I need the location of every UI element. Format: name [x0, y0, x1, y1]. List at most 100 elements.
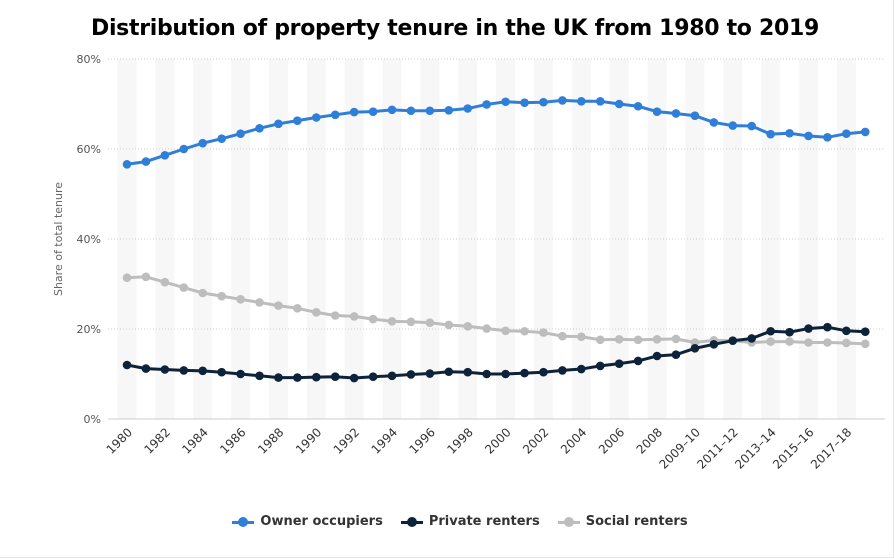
- data-point[interactable]: [274, 373, 283, 382]
- data-point[interactable]: [274, 301, 283, 310]
- data-point[interactable]: [444, 106, 454, 115]
- data-point[interactable]: [217, 134, 226, 143]
- data-point[interactable]: [709, 118, 719, 127]
- data-point[interactable]: [633, 335, 643, 345]
- data-point[interactable]: [463, 322, 473, 331]
- data-point[interactable]: [860, 127, 870, 137]
- data-point[interactable]: [236, 295, 245, 304]
- data-point[interactable]: [463, 104, 473, 113]
- data-point[interactable]: [406, 317, 416, 327]
- data-point[interactable]: [463, 367, 473, 377]
- data-point[interactable]: [406, 106, 416, 116]
- data-point[interactable]: [860, 327, 870, 337]
- data-point[interactable]: [501, 97, 510, 107]
- data-point[interactable]: [330, 372, 340, 382]
- data-point[interactable]: [558, 96, 567, 105]
- data-point[interactable]: [766, 129, 775, 139]
- data-point[interactable]: [122, 273, 132, 283]
- data-point[interactable]: [198, 288, 208, 298]
- data-point[interactable]: [633, 101, 643, 111]
- data-point[interactable]: [179, 366, 189, 375]
- data-point[interactable]: [747, 121, 756, 131]
- data-point[interactable]: [330, 110, 340, 120]
- data-point[interactable]: [558, 331, 567, 341]
- data-point[interactable]: [217, 367, 226, 377]
- data-point[interactable]: [842, 326, 851, 336]
- legend-item[interactable]: Owner occupiers: [232, 514, 383, 529]
- data-point[interactable]: [577, 364, 586, 374]
- data-point[interactable]: [577, 332, 586, 341]
- data-point[interactable]: [482, 100, 491, 109]
- data-point[interactable]: [293, 373, 302, 382]
- legend-item[interactable]: Social renters: [557, 514, 688, 529]
- data-point[interactable]: [255, 124, 264, 133]
- data-point[interactable]: [728, 121, 738, 130]
- data-point[interactable]: [236, 129, 245, 138]
- data-point[interactable]: [558, 366, 567, 375]
- data-point[interactable]: [425, 318, 435, 328]
- data-point[interactable]: [652, 335, 662, 344]
- data-point[interactable]: [785, 337, 794, 346]
- data-point[interactable]: [425, 106, 435, 116]
- data-point[interactable]: [122, 160, 132, 169]
- data-point[interactable]: [709, 340, 719, 349]
- data-point[interactable]: [444, 320, 454, 330]
- data-point[interactable]: [406, 370, 416, 379]
- data-point[interactable]: [274, 119, 283, 129]
- data-point[interactable]: [501, 326, 510, 336]
- data-point[interactable]: [766, 337, 775, 346]
- data-point[interactable]: [141, 364, 151, 373]
- data-point[interactable]: [804, 324, 813, 333]
- data-point[interactable]: [823, 338, 832, 347]
- data-point[interactable]: [255, 371, 264, 381]
- data-point[interactable]: [444, 367, 454, 377]
- data-point[interactable]: [766, 326, 775, 336]
- data-point[interactable]: [747, 334, 756, 343]
- data-point[interactable]: [823, 133, 832, 142]
- data-point[interactable]: [179, 144, 189, 154]
- data-point[interactable]: [539, 328, 548, 337]
- data-point[interactable]: [804, 338, 813, 347]
- data-point[interactable]: [614, 359, 624, 368]
- data-point[interactable]: [198, 138, 208, 148]
- data-point[interactable]: [312, 308, 321, 317]
- data-point[interactable]: [785, 128, 794, 138]
- data-point[interactable]: [539, 97, 548, 107]
- legend-item[interactable]: Private renters: [400, 514, 540, 529]
- data-point[interactable]: [671, 334, 681, 344]
- data-point[interactable]: [141, 157, 151, 166]
- data-point[interactable]: [482, 324, 491, 333]
- data-point[interactable]: [501, 369, 510, 379]
- data-point[interactable]: [425, 369, 435, 378]
- data-point[interactable]: [368, 314, 378, 324]
- data-point[interactable]: [293, 304, 302, 313]
- data-point[interactable]: [312, 113, 321, 122]
- data-point[interactable]: [823, 322, 832, 332]
- data-point[interactable]: [387, 317, 397, 326]
- data-point[interactable]: [595, 97, 605, 106]
- data-point[interactable]: [349, 312, 359, 321]
- data-point[interactable]: [160, 151, 170, 160]
- data-point[interactable]: [368, 372, 378, 382]
- data-point[interactable]: [255, 298, 264, 307]
- data-point[interactable]: [312, 372, 321, 382]
- data-point[interactable]: [595, 361, 605, 371]
- data-point[interactable]: [349, 107, 359, 117]
- data-point[interactable]: [520, 326, 529, 336]
- data-point[interactable]: [633, 356, 643, 366]
- data-point[interactable]: [690, 111, 700, 120]
- data-point[interactable]: [690, 344, 700, 353]
- data-point[interactable]: [614, 99, 624, 109]
- data-point[interactable]: [160, 277, 170, 287]
- data-point[interactable]: [141, 272, 151, 282]
- data-point[interactable]: [330, 311, 340, 320]
- data-point[interactable]: [595, 335, 605, 345]
- data-point[interactable]: [804, 131, 813, 141]
- data-point[interactable]: [387, 371, 397, 381]
- data-point[interactable]: [293, 116, 302, 125]
- data-point[interactable]: [652, 351, 662, 361]
- data-point[interactable]: [785, 327, 794, 337]
- data-point[interactable]: [671, 109, 681, 118]
- data-point[interactable]: [671, 350, 681, 359]
- data-point[interactable]: [217, 291, 226, 301]
